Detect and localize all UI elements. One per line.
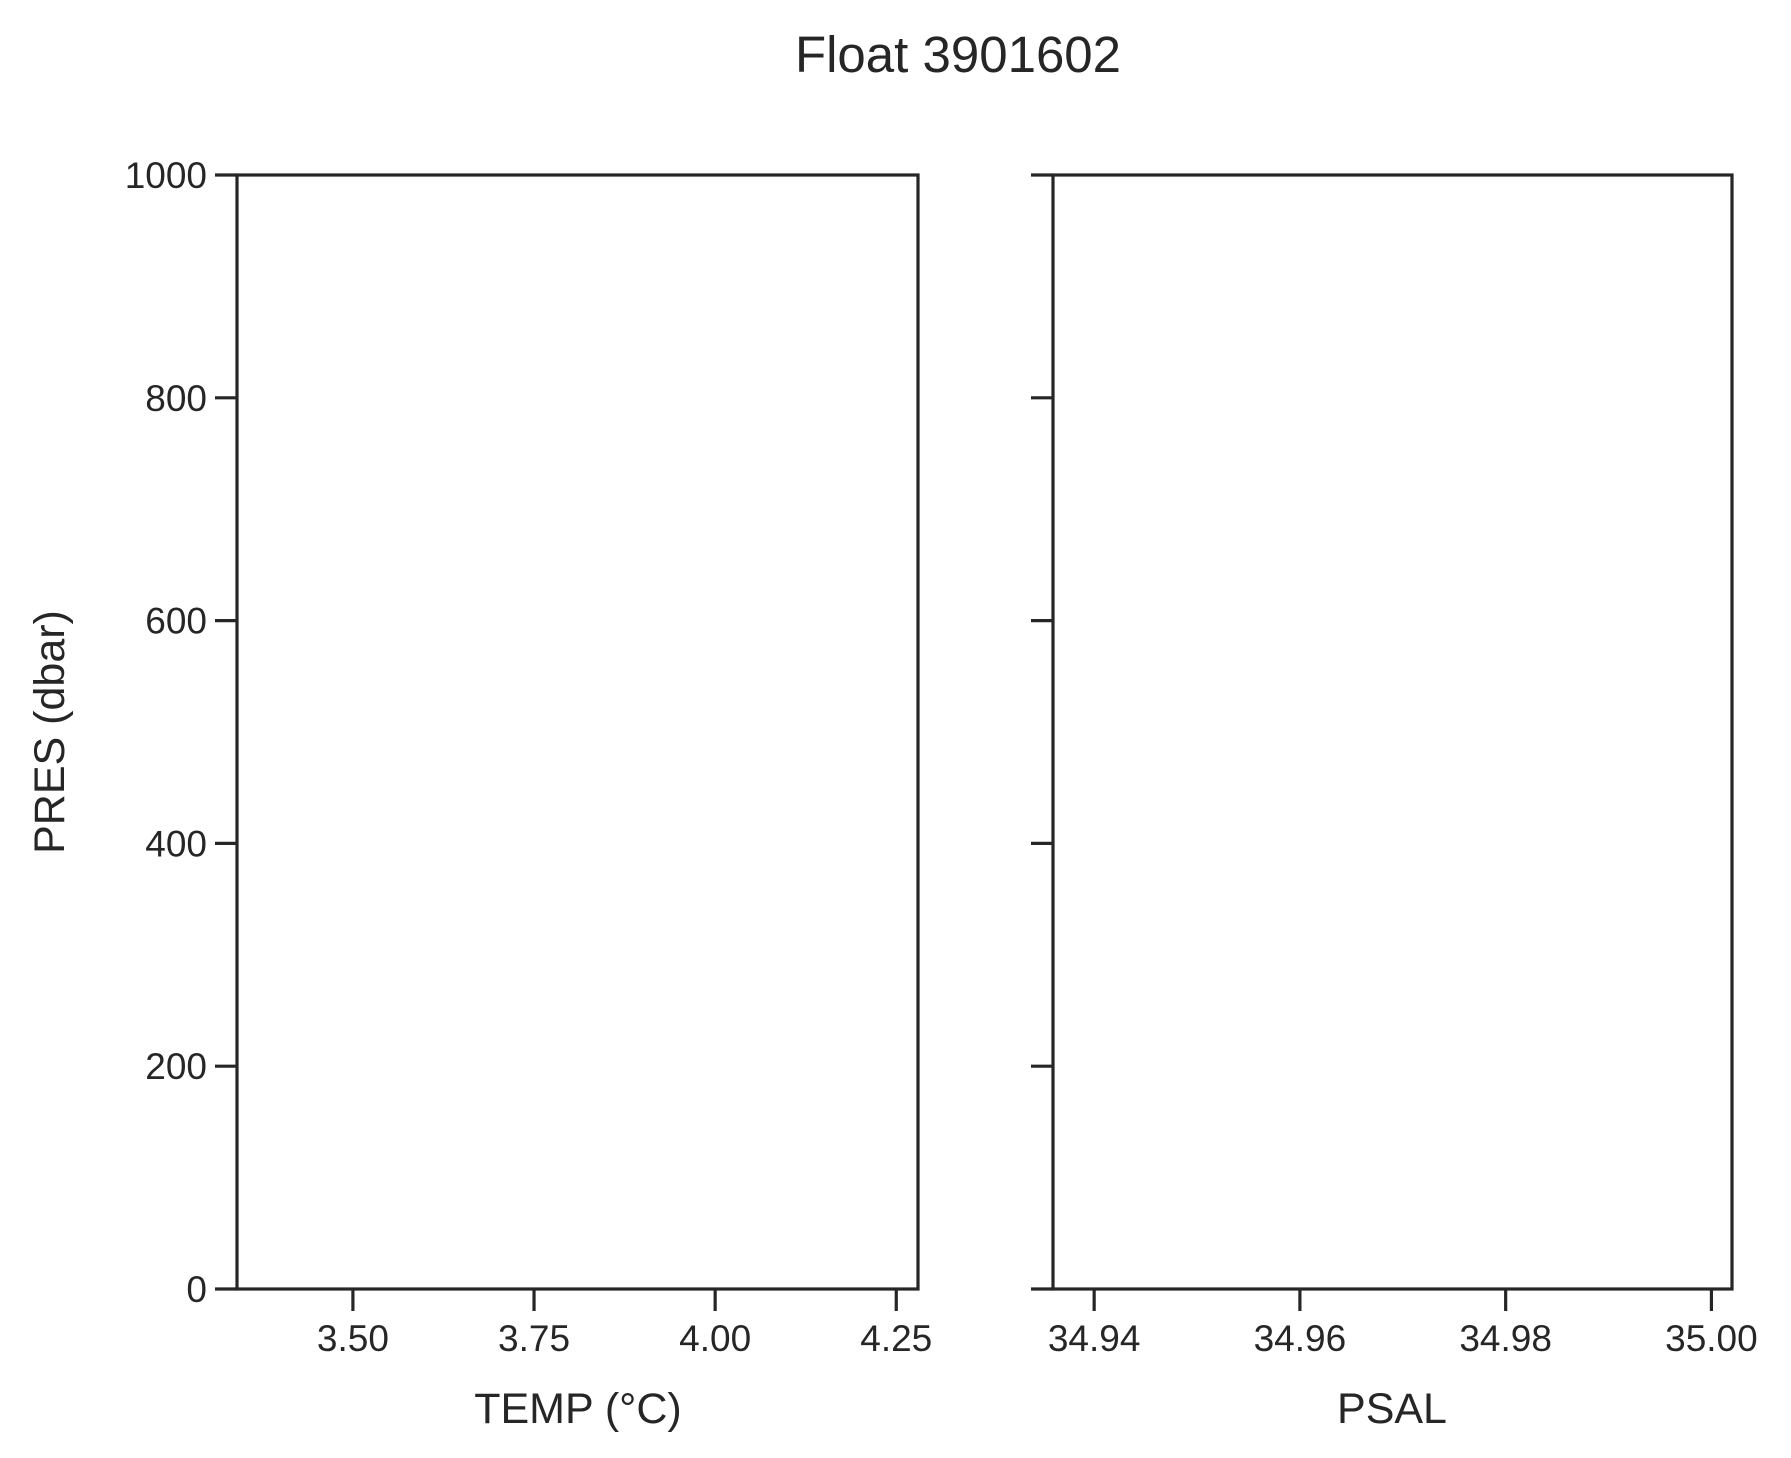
x-tick-label: 34.94	[1048, 1318, 1141, 1359]
psal-yticks	[1031, 173, 1053, 1291]
y-tick-label: 400	[145, 823, 207, 864]
x-tick-label: 4.25	[860, 1318, 932, 1359]
y-tick-label: 0	[186, 1269, 207, 1310]
x-tick-label: 3.50	[317, 1318, 389, 1359]
temp-panel: 0 200 400 600 800 1000 3.50 3.75 4.00 4.25 TEMP …	[26, 155, 932, 1433]
y-axis-label: PRES (dbar)	[26, 610, 74, 854]
y-tick-label: 200	[145, 1046, 207, 1087]
psal-panel: 34.94 34.96 34.98 35.00 PSAL	[1031, 173, 1758, 1433]
x-tick-label: 3.75	[498, 1318, 570, 1359]
temp-axes-frame	[235, 173, 920, 1291]
figure-title: Float 3901602	[795, 26, 1121, 83]
x-tick-label: 34.96	[1254, 1318, 1347, 1359]
x-tick-label: 34.98	[1459, 1318, 1552, 1359]
psal-xticks: 34.94 34.96 34.98 35.00	[1048, 1289, 1758, 1359]
x-tick-label: 35.00	[1665, 1318, 1758, 1359]
y-tick-label: 1000	[125, 155, 207, 196]
y-tick-label: 600	[145, 601, 207, 642]
temp-yticks: 0 200 400 600 800 1000	[125, 155, 237, 1310]
psal-axes-frame	[1051, 173, 1734, 1291]
temp-xticks: 3.50 3.75 4.00 4.25	[317, 1289, 932, 1359]
temp-x-axis-label: TEMP (°C)	[474, 1385, 682, 1433]
psal-x-axis-label: PSAL	[1337, 1385, 1447, 1433]
x-tick-label: 4.00	[679, 1318, 751, 1359]
y-tick-label: 800	[145, 378, 207, 419]
